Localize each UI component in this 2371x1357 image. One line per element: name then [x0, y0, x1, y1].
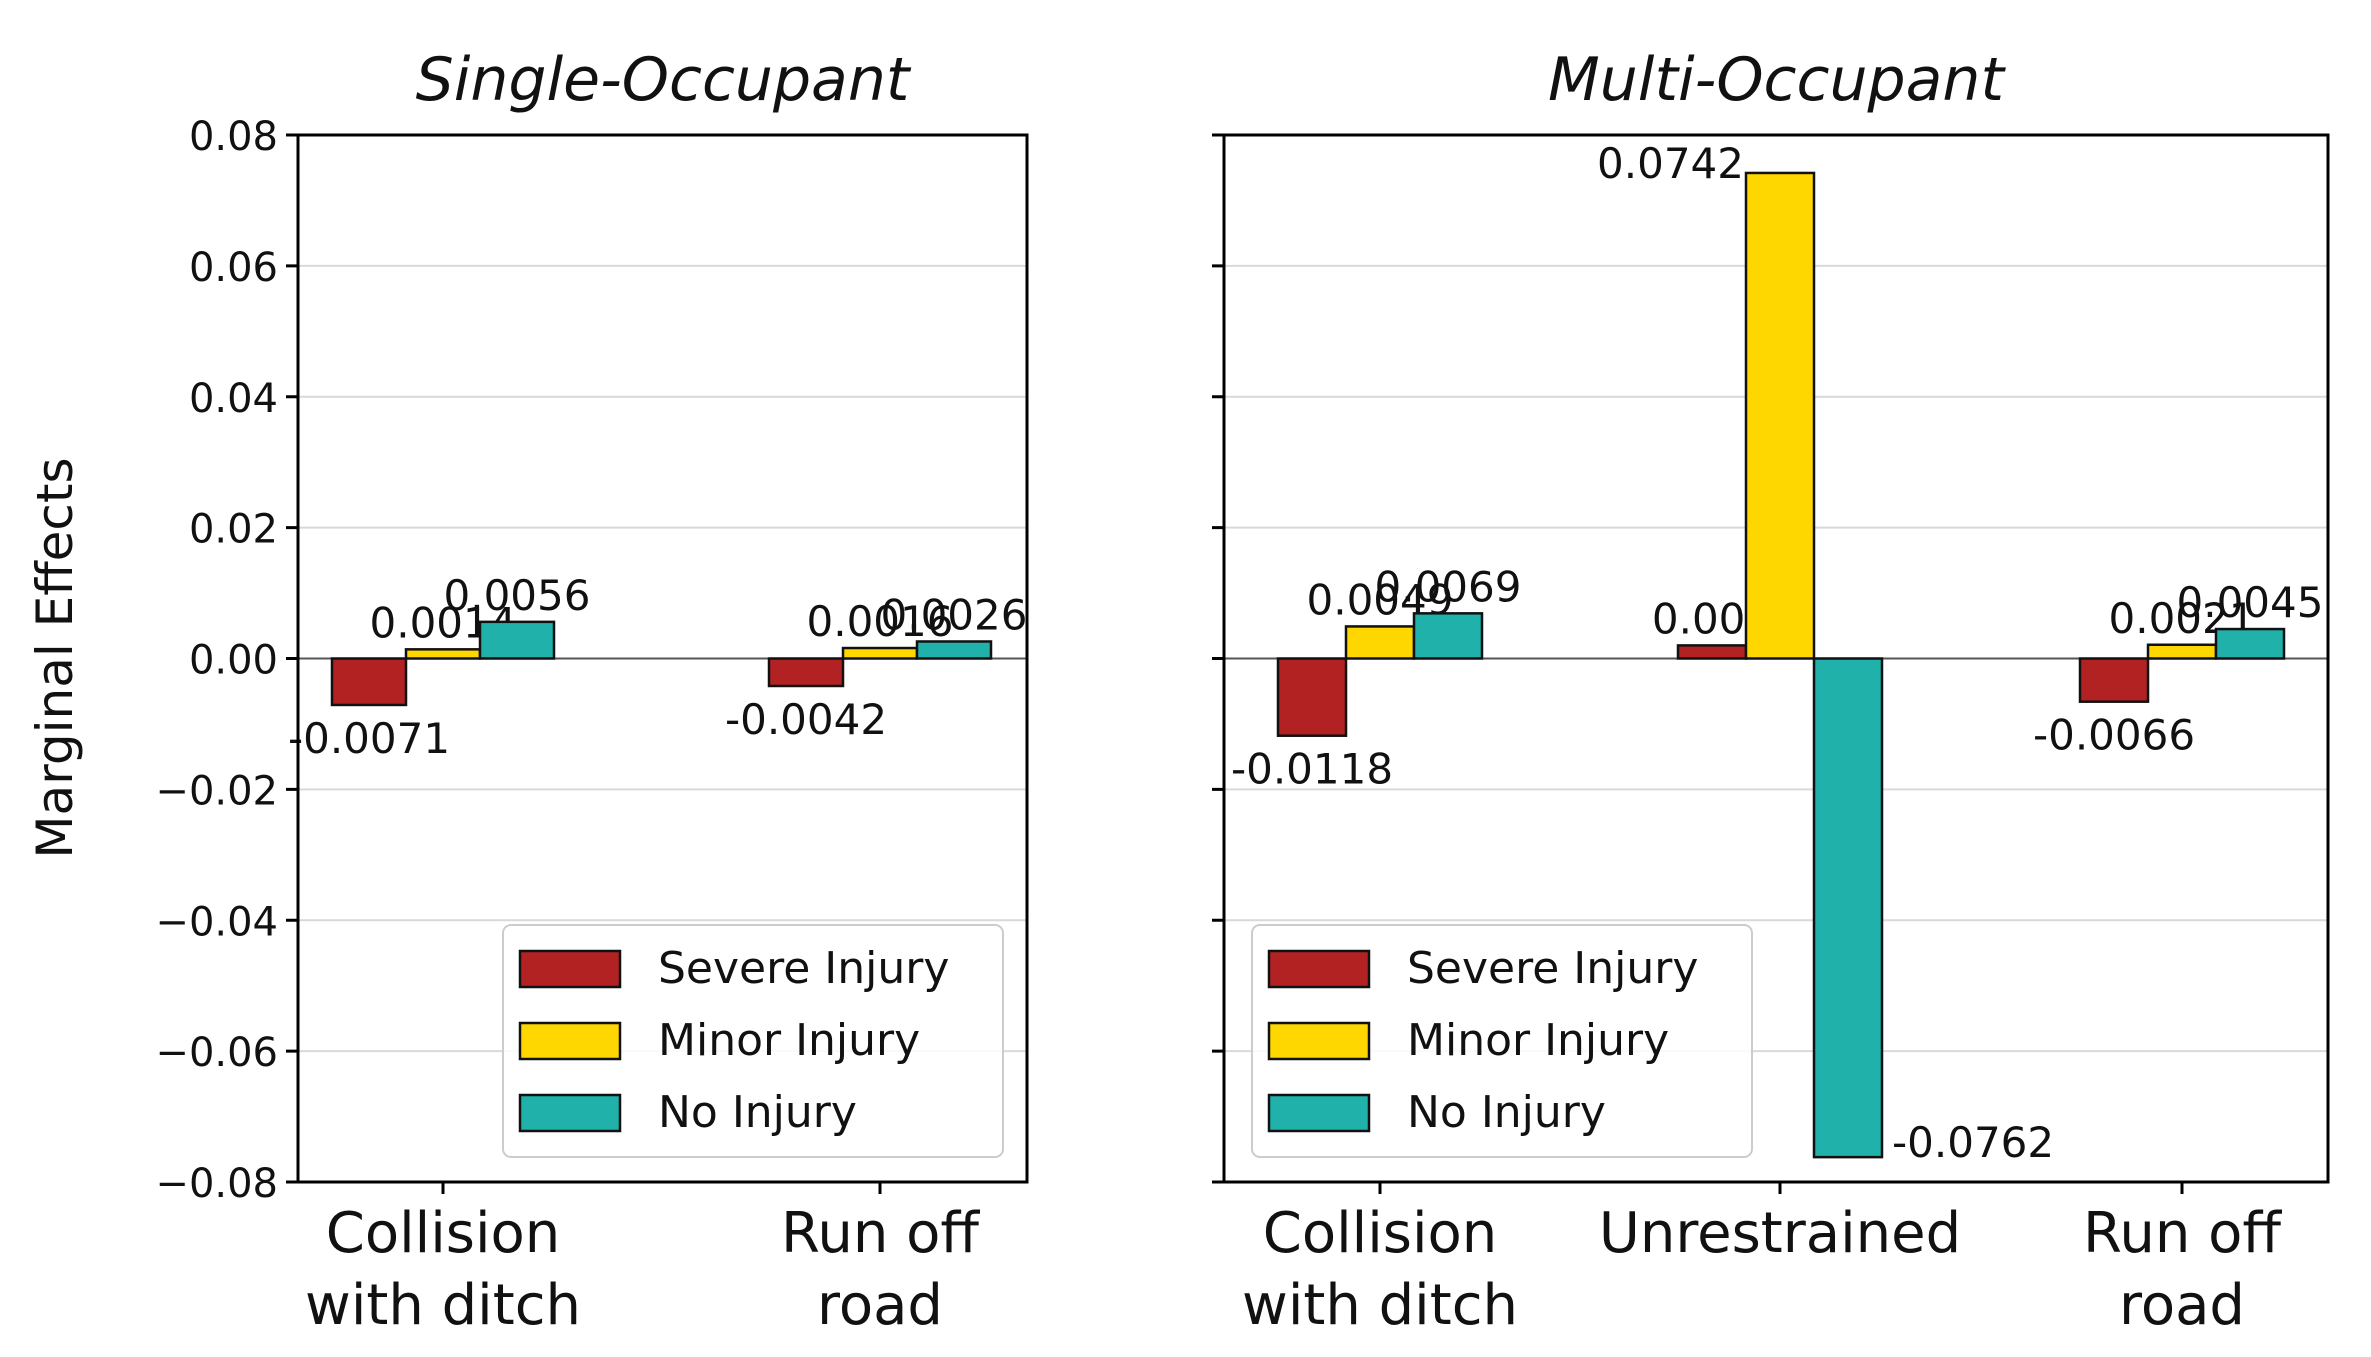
bar-severe-injury [767, 657, 845, 688]
y-tick-label: 0.08 [189, 114, 278, 160]
x-tick-label: Collision with ditch [305, 1201, 581, 1338]
bar-minor-injury [1344, 625, 1416, 660]
legend-label: Minor Injury [658, 1015, 920, 1066]
x-tick-label-line: road [817, 1273, 943, 1338]
legend-label: No Injury [1407, 1087, 1606, 1138]
data-label: 0.0742 [1597, 139, 1744, 188]
bar-no-injury [478, 620, 556, 660]
plots-layer: Marginal Effects Single-Occupant 0.08 0.06 0… [26, 45, 2330, 1338]
bar-minor-injury [404, 648, 482, 660]
axes-frame [296, 133, 1029, 1184]
legend-swatch [1267, 1093, 1371, 1133]
legend-swatch [518, 1093, 622, 1133]
x-tick-label: Run off road [781, 1201, 980, 1338]
data-label: -0.0762 [1892, 1118, 2054, 1167]
bar-severe-injury [1676, 644, 1748, 660]
bar-no-injury [1812, 657, 1884, 1159]
panel-title: Multi-Occupant [1548, 45, 2006, 115]
x-tick-label-line: Unrestrained [1599, 1201, 1961, 1266]
y-tick-label: −0.04 [155, 899, 278, 945]
data-label: -0.0071 [288, 714, 450, 763]
y-tick-label: 0.04 [189, 376, 278, 422]
panel-single-occupant: Single-Occupant 0.08 0.06 0.04 0.02 0.00 −0.02… [155, 45, 1029, 1338]
x-tick-label: Run off road [2083, 1201, 2282, 1338]
legend-swatch [518, 949, 622, 989]
x-tick-label-line: with ditch [305, 1273, 581, 1338]
data-label: 0.0045 [2177, 578, 2324, 627]
x-tick-label-line: Collision [326, 1201, 561, 1266]
legend-box [1251, 924, 1753, 1158]
y-tick-label: −0.02 [155, 768, 278, 814]
panel-multi-occupant: Multi-Occupant-0.01180.00490.0069Collisi… [1212, 45, 2330, 1338]
bar-severe-injury [330, 657, 408, 707]
data-label: 0.0016 [807, 597, 954, 646]
data-label: -0.0066 [2033, 711, 2195, 760]
y-tick-label: −0.06 [155, 1030, 278, 1076]
data-label: 0.0069 [1375, 562, 1522, 611]
x-tick-label-line: Run off [2083, 1201, 2282, 1266]
legend: Severe Injury Minor Injury No Injury [502, 924, 1004, 1158]
axes-frame [1222, 133, 2330, 1184]
legend-label: No Injury [658, 1087, 857, 1138]
x-tick-label-line: Run off [781, 1201, 980, 1266]
legend-swatch [1267, 949, 1371, 989]
legend-box [502, 924, 1004, 1158]
legend-label: Minor Injury [1407, 1015, 1669, 1066]
bar-severe-injury [1276, 657, 1348, 737]
x-tick-label: Unrestrained [1599, 1201, 1961, 1266]
panel-title: Single-Occupant [416, 45, 912, 115]
y-tick-label: −0.08 [155, 1161, 278, 1207]
data-label: -0.0042 [725, 695, 887, 744]
y-axis-label: Marginal Effects [26, 457, 84, 858]
bar-minor-injury [841, 646, 919, 660]
bar-minor-injury [2146, 643, 2218, 660]
x-tick-label: Collision with ditch [1242, 1201, 1518, 1338]
legend-swatch [518, 1021, 622, 1061]
data-label: 0.0026 [881, 590, 1028, 639]
bar-no-injury [915, 640, 993, 660]
data-label: -0.0118 [1231, 745, 1393, 794]
legend-label: Severe Injury [1407, 943, 1698, 994]
data-label: 0.0056 [444, 571, 591, 620]
bar-severe-injury [2078, 657, 2150, 703]
y-tick-label: 0.06 [189, 245, 278, 291]
x-tick-label-line: with ditch [1242, 1273, 1518, 1338]
legend-label: Severe Injury [658, 943, 949, 994]
bar-no-injury [1412, 612, 1484, 660]
x-tick-label-line: Collision [1263, 1201, 1498, 1266]
legend: Severe Injury Minor Injury No Injury [1251, 924, 1753, 1158]
bar-no-injury [2214, 627, 2286, 660]
y-tick-label: 0.02 [189, 507, 278, 553]
y-tick-label: 0.00 [189, 638, 278, 684]
x-tick-label-line: road [2119, 1273, 2245, 1338]
bar-minor-injury [1744, 171, 1816, 660]
legend-swatch [1267, 1021, 1371, 1061]
